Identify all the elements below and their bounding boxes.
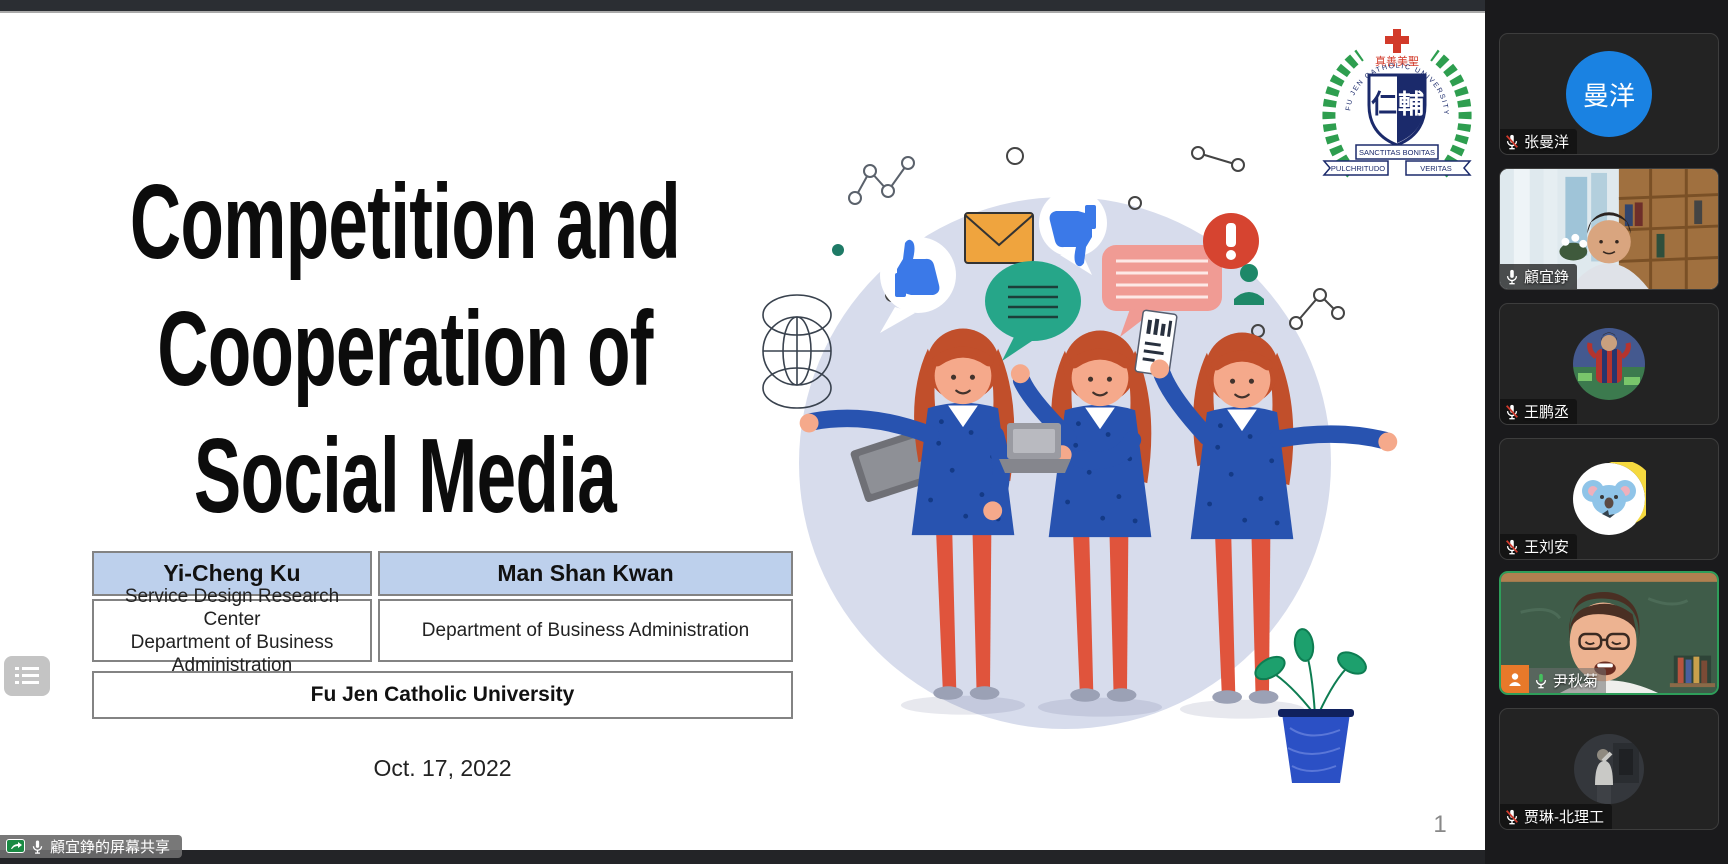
- participant-role-badge: [1501, 665, 1529, 693]
- video-feed: [1500, 169, 1718, 289]
- screen-share-label: 顧宜錚的屏幕共享: [50, 839, 171, 856]
- participant-name: 贾琳-北理工: [1524, 809, 1604, 826]
- svg-text:VERITAS: VERITAS: [1420, 164, 1452, 173]
- slide-title-line-3: Social Media: [193, 417, 617, 535]
- avatar-koala: [1573, 462, 1646, 535]
- woman-figure-3: [1150, 333, 1398, 719]
- participant-name: 王刘安: [1524, 539, 1570, 556]
- avatar-photo-soccer: [1573, 328, 1645, 400]
- participant-name: 顧宜錚: [1524, 269, 1570, 286]
- slide-title-line-1: Competition and: [129, 163, 681, 281]
- slide-page-number: 1: [1433, 811, 1447, 838]
- shared-screen-slide: Competition and Cooperation of Social Me…: [0, 13, 1485, 850]
- university-name: Fu Jen Catholic University: [92, 671, 793, 719]
- teal-dot: [832, 244, 844, 256]
- mic-icon: [32, 840, 43, 854]
- node-link-icon: [1289, 288, 1345, 330]
- chat-bubble-green-icon: [985, 261, 1081, 361]
- list-icon: [15, 667, 39, 684]
- woman-figure-1: [799, 329, 1025, 715]
- mic-muted-icon: [1506, 809, 1518, 824]
- screen-share-icon: [6, 838, 25, 853]
- svg-text:輔: 輔: [1398, 89, 1424, 119]
- small-circle: [1006, 147, 1024, 165]
- participant-tile-active-speaker[interactable]: 尹秋菊: [1499, 571, 1719, 695]
- cross-icon: [1385, 29, 1409, 53]
- screen-share-banner[interactable]: 顧宜錚的屏幕共享: [0, 835, 183, 858]
- author-1-affiliation: Service Design Research Center Departmen…: [92, 586, 372, 676]
- participant-tile[interactable]: 王鹏丞: [1499, 303, 1719, 425]
- author-2-affiliation: Department of Business Administration: [378, 599, 793, 662]
- node-link-icon: [1191, 146, 1245, 172]
- participant-tile[interactable]: 顧宜錚: [1499, 168, 1719, 290]
- author-1-name: Yi-Cheng Ku: [92, 551, 372, 596]
- participant-name: 王鹏丞: [1524, 404, 1570, 421]
- participant-tile[interactable]: 曼洋 张曼洋: [1499, 33, 1719, 155]
- mic-muted-icon: [1506, 539, 1518, 554]
- exclamation-icon: [1203, 213, 1259, 269]
- line-chart-icon: [848, 156, 915, 205]
- globe-wireframe-icon: [762, 294, 832, 409]
- window-top-bar: [0, 0, 1728, 11]
- slide-title-line-2: Cooperation of: [157, 290, 653, 408]
- mic-muted-icon: [1506, 134, 1518, 149]
- participants-panel: 曼洋 张曼洋: [1485, 0, 1728, 864]
- participant-tile[interactable]: 王刘安: [1499, 438, 1719, 560]
- slide-top-separator: [0, 11, 1485, 13]
- avatar-photo-dark: [1574, 734, 1644, 804]
- thumbs-up-bubble-icon: [880, 237, 956, 333]
- thumbs-down-bubble-icon: [1039, 189, 1107, 275]
- participant-tile[interactable]: 贾琳-北理工: [1499, 708, 1719, 830]
- thumbnail-panel-toggle-button[interactable]: [4, 656, 50, 696]
- mic-active-icon: [1535, 673, 1547, 688]
- svg-text:SANCTITAS BONITAS: SANCTITAS BONITAS: [1359, 148, 1435, 157]
- slide-title: Competition and Cooperation of Social Me…: [0, 159, 810, 540]
- potted-plant: [1254, 628, 1367, 783]
- social-media-illustration: [762, 146, 1398, 783]
- svg-text:PULCHRITUDO: PULCHRITUDO: [1331, 164, 1385, 173]
- avatar: 曼洋: [1566, 51, 1652, 137]
- envelope-icon: [964, 212, 1034, 264]
- authors-table: Yi-Cheng Ku Man Shan Kwan Service Design…: [92, 551, 793, 719]
- author-2-name: Man Shan Kwan: [378, 551, 793, 596]
- person-badge-icon: [1509, 673, 1521, 686]
- slide-date: Oct. 17, 2022: [373, 755, 512, 781]
- participant-name: 张曼洋: [1524, 134, 1570, 151]
- small-circle: [1128, 196, 1142, 210]
- participant-name: 尹秋菊: [1553, 673, 1599, 690]
- university-logo: 真善美聖 FU JEN CATHOLIC UNIVERSITY 仁 輔 SANC…: [1322, 29, 1472, 178]
- person-icon: [1234, 264, 1264, 305]
- mic-muted-icon: [1506, 404, 1518, 419]
- crest-banner: SANCTITAS BONITAS PULCHRITUDO VERITAS: [1322, 144, 1472, 176]
- svg-text:真善美聖: 真善美聖: [1375, 54, 1419, 68]
- svg-text:仁: 仁: [1371, 89, 1397, 119]
- laptop-open: [999, 423, 1071, 473]
- crest-shield: 仁 輔: [1367, 73, 1427, 147]
- mic-on-icon: [1506, 269, 1518, 284]
